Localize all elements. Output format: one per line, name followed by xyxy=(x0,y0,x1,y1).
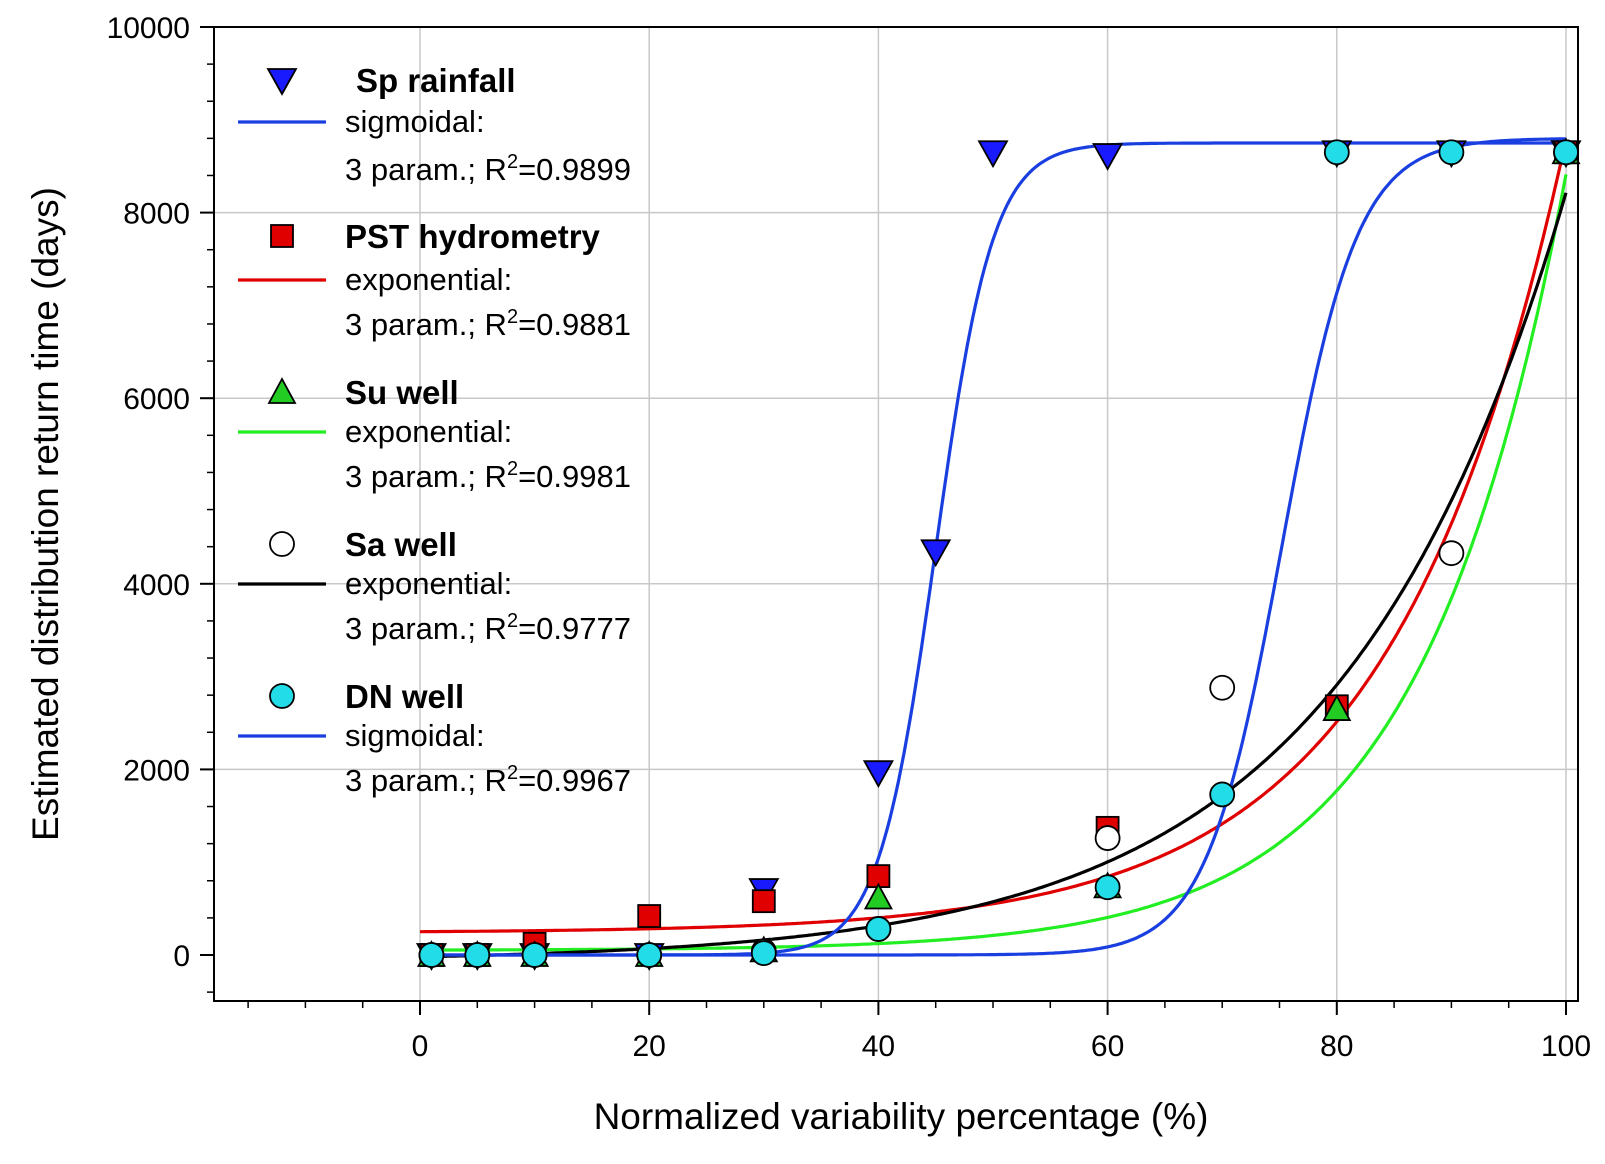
legend-fit-stats: 3 param.; R2=0.9881 xyxy=(345,306,631,342)
data-point-4 xyxy=(1553,139,1579,166)
data-point-0 xyxy=(920,539,952,568)
y-tick-label: 10000 xyxy=(107,12,190,45)
data-point-4 xyxy=(1438,139,1465,166)
data-point-4 xyxy=(865,916,892,942)
legend: Sp rainfall sigmoidal: 3 param.; R2=0.9899… xyxy=(238,62,631,798)
legend-marker-4 xyxy=(269,683,295,709)
y-tick-label: 8000 xyxy=(123,198,190,231)
data-point-4 xyxy=(1209,781,1236,808)
data-point-3 xyxy=(1094,825,1121,851)
x-tick-label: 80 xyxy=(1320,1030,1353,1063)
legend-series-name: Sa well xyxy=(345,526,457,563)
x-axis-title: Normalized variability percentage (%) xyxy=(594,1096,1209,1137)
legend-marker-1 xyxy=(270,224,294,248)
fit-curve-2 xyxy=(420,174,1568,952)
fit-curves xyxy=(419,137,1568,959)
legend-fit-stats: 3 param.; R2=0.9967 xyxy=(345,762,631,798)
legend-marker-0 xyxy=(266,68,298,96)
data-point-4 xyxy=(636,942,663,968)
data-markers xyxy=(415,137,1582,971)
data-point-1 xyxy=(637,904,662,928)
legend-series-name: Sp rainfall xyxy=(356,62,516,99)
fit-curve-1 xyxy=(420,138,1568,934)
fit-curve-0 xyxy=(420,141,1566,957)
plot-frame xyxy=(213,26,1579,1002)
data-point-4 xyxy=(1323,139,1350,166)
x-tick-label: 20 xyxy=(633,1030,666,1063)
grid-lines xyxy=(214,27,1578,1001)
legend-fit-type: exponential: xyxy=(345,262,512,297)
y-tick-label: 0 xyxy=(173,940,190,973)
data-point-1 xyxy=(751,889,776,914)
legend-fit-stats: 3 param.; R2=0.9899 xyxy=(345,151,631,187)
legend-fit-stats: 3 param.; R2=0.9777 xyxy=(345,610,631,646)
legend-fit-type: sigmoidal: xyxy=(345,718,485,753)
axis-ticks: 0 20 40 60 80 100 0 2000 4000 6000 8000 10000 xyxy=(107,12,1591,1063)
legend-series-name: Su well xyxy=(345,374,459,411)
legend-series-name: PST hydrometry xyxy=(345,218,601,255)
data-point-4 xyxy=(418,942,445,968)
x-tick-label: 60 xyxy=(1091,1030,1124,1063)
data-point-4 xyxy=(464,942,491,968)
y-tick-label: 2000 xyxy=(123,754,190,787)
legend-fit-type: exponential: xyxy=(345,414,512,449)
data-point-4 xyxy=(750,940,777,967)
y-tick-label: 6000 xyxy=(123,383,190,416)
fit-curve-3 xyxy=(419,192,1568,959)
data-point-0 xyxy=(862,760,894,789)
x-tick-label: 100 xyxy=(1541,1030,1591,1063)
data-point-2 xyxy=(863,882,893,910)
data-point-4 xyxy=(521,942,548,968)
y-tick-label: 4000 xyxy=(123,569,190,602)
legend-marker-3 xyxy=(269,531,295,557)
legend-fit-type: sigmoidal: xyxy=(345,104,485,139)
legend-series-name: DN well xyxy=(345,678,464,715)
data-point-0 xyxy=(1092,143,1124,171)
x-tick-label: 40 xyxy=(862,1030,895,1063)
data-point-2 xyxy=(1322,694,1352,721)
legend-fit-type: exponential: xyxy=(345,566,512,601)
data-point-3 xyxy=(1438,540,1465,567)
x-tick-label: 0 xyxy=(412,1030,429,1063)
legend-fit-stats: 3 param.; R2=0.9981 xyxy=(345,458,631,494)
y-axis-title: Estimated distribution return time (days… xyxy=(25,187,66,841)
data-point-3 xyxy=(1209,674,1236,701)
data-point-4 xyxy=(1094,874,1121,901)
fit-curve-4 xyxy=(420,137,1566,957)
legend-marker-2 xyxy=(267,377,297,404)
data-point-0 xyxy=(977,140,1009,169)
